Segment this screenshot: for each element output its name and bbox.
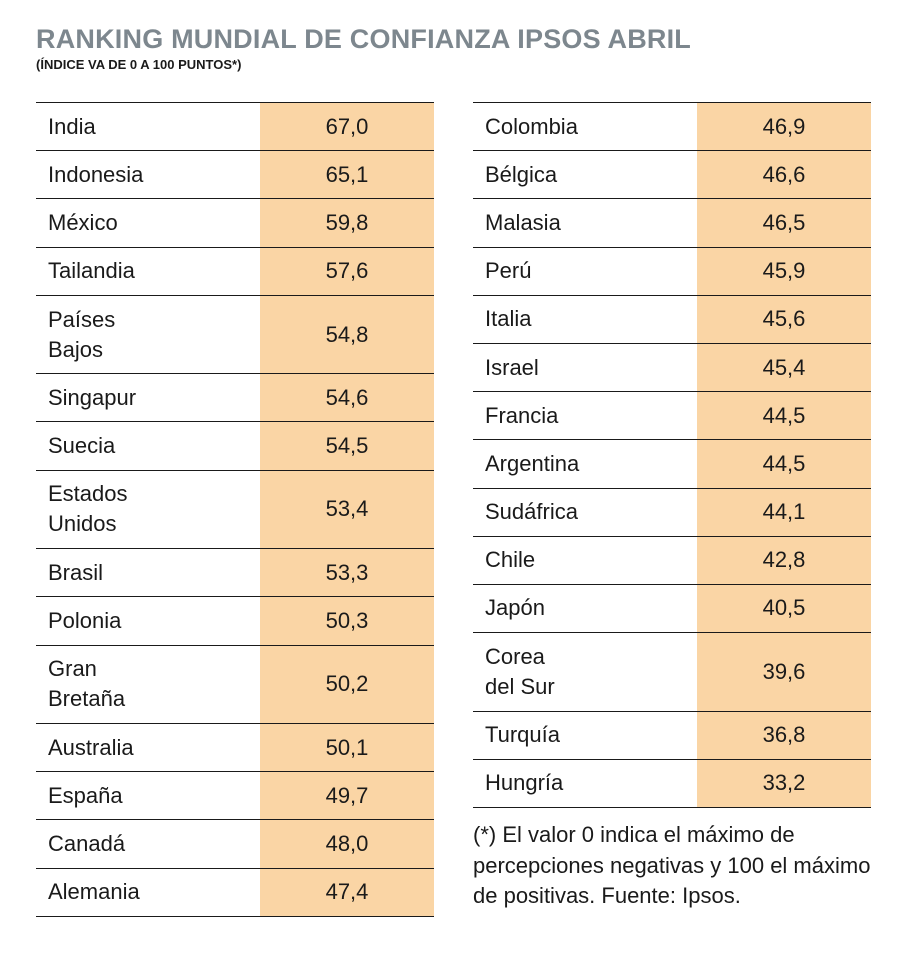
table-row: Alemania 47,4: [36, 868, 434, 917]
country-name: Alemania: [48, 879, 140, 905]
index-value: 50,1: [260, 724, 434, 772]
index-value: 45,4: [697, 343, 871, 392]
index-value: 45,6: [697, 295, 871, 343]
country-name: Italia: [485, 306, 532, 332]
table-row: Australia 50,1: [36, 724, 434, 773]
index-value: 53,4: [260, 470, 434, 549]
table-row: Malasia 46,5: [473, 199, 871, 248]
country-name: Tailandia: [48, 258, 135, 284]
table-row: Perú 45,9: [473, 247, 871, 296]
country-name: Países Bajos: [48, 306, 116, 362]
index-value: 45,9: [697, 247, 871, 295]
table-row: Sudáfrica 44,1: [473, 488, 871, 537]
ranking-table-left: India 67,0 Indonesia 65,1 México 59,8 Tailandi…: [36, 102, 434, 917]
table-row: Francia 44,5: [473, 392, 871, 441]
index-value: 39,6: [697, 633, 871, 711]
country-name: Japón: [485, 595, 545, 621]
index-value: 44,5: [697, 392, 871, 440]
index-value: 46,9: [697, 103, 871, 151]
index-value: 59,8: [260, 199, 434, 247]
country-name: Australia: [48, 734, 134, 760]
index-value: 67,0: [260, 103, 434, 151]
table-row: Argentina 44,5: [473, 440, 871, 489]
table-row: Suecia 54,5: [36, 422, 434, 471]
table-row: Italia 45,6: [473, 295, 871, 344]
country-name: Perú: [485, 258, 532, 284]
table-row: India 67,0: [36, 103, 434, 152]
country-name: Bélgica: [485, 161, 558, 187]
index-value: 36,8: [697, 711, 871, 759]
country-name: Argentina: [485, 450, 580, 476]
index-value: 57,6: [260, 247, 434, 295]
table-row: Gran Bretaña 50,2: [36, 645, 434, 724]
index-value: 44,1: [697, 488, 871, 536]
country-name: España: [48, 782, 123, 808]
table-row: Bélgica 46,6: [473, 151, 871, 200]
table-row: Polonia 50,3: [36, 597, 434, 646]
table-row: Chile 42,8: [473, 536, 871, 585]
table-row: Canadá 48,0: [36, 820, 434, 869]
index-value: 65,1: [260, 151, 434, 199]
table-row: Indonesia 65,1: [36, 151, 434, 200]
country-name: Brasil: [48, 559, 104, 585]
index-value: 49,7: [260, 772, 434, 820]
country-name: Corea del Sur: [485, 643, 555, 699]
country-name: Gran Bretaña: [48, 656, 126, 712]
table-row: Estados Unidos 53,4: [36, 470, 434, 550]
chart-title: RANKING MUNDIAL DE CONFIANZA IPSOS ABRIL: [36, 24, 691, 54]
index-value: 40,5: [697, 584, 871, 633]
index-value: 50,3: [260, 597, 434, 645]
index-value: 50,2: [260, 645, 434, 723]
index-value: 47,4: [260, 868, 434, 916]
country-name: Turquía: [485, 722, 561, 748]
table-row: Israel 45,4: [473, 343, 871, 393]
country-name: Colombia: [485, 113, 578, 139]
country-name: Malasia: [485, 209, 561, 235]
table-row: Corea del Sur 39,6: [473, 633, 871, 712]
country-name: Chile: [485, 547, 536, 573]
chart-subtitle: (ÍNDICE VA DE 0 A 100 PUNTOS*): [36, 57, 242, 72]
table-row: Turquía 36,8: [473, 711, 871, 760]
index-value: 53,3: [260, 549, 434, 597]
country-name: México: [48, 209, 118, 235]
index-value: 48,0: [260, 820, 434, 868]
country-name: Estados Unidos: [48, 481, 128, 537]
table-row: Tailandia 57,6: [36, 247, 434, 296]
country-name: Polonia: [48, 607, 122, 633]
index-value: 54,5: [260, 422, 434, 470]
index-value: 42,8: [697, 536, 871, 584]
country-name: Canadá: [48, 830, 126, 856]
country-name: Francia: [485, 402, 559, 428]
footnote: (*) El valor 0 indica el máximo de perce…: [473, 822, 871, 908]
table-row: Brasil 53,3: [36, 549, 434, 598]
country-name: Singapur: [48, 384, 137, 410]
index-value: 54,8: [260, 295, 434, 374]
country-name: Indonesia: [48, 161, 144, 187]
country-name: India: [48, 113, 96, 139]
country-name: Suecia: [48, 433, 116, 459]
table-row: Hungría 33,2: [473, 759, 871, 808]
table-row: Singapur 54,6: [36, 374, 434, 423]
index-value: 54,6: [260, 374, 434, 422]
table-row: Países Bajos 54,8: [36, 295, 434, 375]
table-row: México 59,8: [36, 199, 434, 248]
table-row: Colombia 46,9: [473, 103, 871, 152]
ranking-table-right: Colombia 46,9 Bélgica 46,6 Malasia 46,5 Perú 45…: [473, 102, 871, 808]
table-row: España 49,7: [36, 772, 434, 821]
country-name: Sudáfrica: [485, 499, 578, 525]
index-value: 46,5: [697, 199, 871, 247]
index-value: 33,2: [697, 759, 871, 807]
index-value: 46,6: [697, 151, 871, 199]
index-value: 44,5: [697, 440, 871, 488]
country-name: Israel: [485, 354, 539, 380]
table-row: Japón 40,5: [473, 584, 871, 634]
country-name: Hungría: [485, 770, 564, 796]
